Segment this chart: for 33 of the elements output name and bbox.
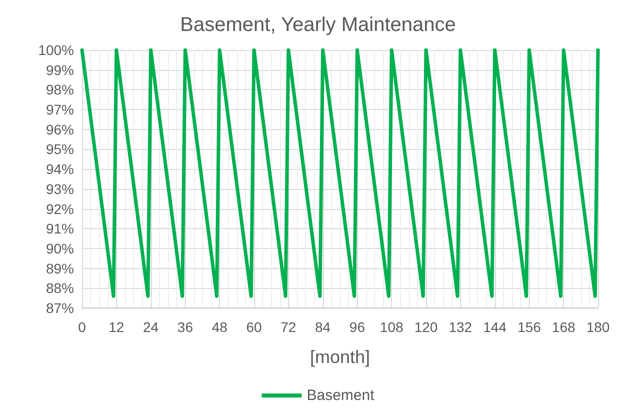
x-tick-label: 72 [280,319,296,335]
y-tick-label: 95% [46,141,74,158]
x-tick-label: 108 [380,319,404,335]
x-tick-label: 180 [586,319,610,335]
y-tick-label: 93% [46,180,74,197]
x-tick-label: 168 [552,319,576,335]
y-tick-label: 96% [46,121,74,138]
x-tick-label: 84 [315,319,331,335]
x-axis-title: [month] [310,347,370,367]
legend-label: Basement [306,387,376,404]
y-tick-label: 100% [38,42,74,58]
y-tick-label: 98% [46,82,74,98]
x-tick-label: 144 [483,319,507,335]
x-tick-label: 36 [177,319,194,335]
x-tick-label: 24 [143,319,159,335]
x-tick-label: 96 [349,319,366,335]
x-tick-label: 132 [448,319,472,335]
y-tick-label: 91% [46,220,74,237]
y-tick-label: 90% [46,240,74,256]
y-tick-label: 87% [46,300,74,316]
x-tick-label: 0 [78,319,86,335]
x-tick-label: 60 [246,319,262,335]
y-tick-label: 92% [46,200,74,217]
y-tick-label: 94% [46,161,74,178]
y-tick-label: 89% [46,260,74,276]
x-tick-label: 120 [414,319,438,335]
y-tick-label: 99% [46,62,74,78]
y-tick-label: 88% [46,280,74,296]
chart-title: Basement, Yearly Maintenance [180,14,456,36]
x-tick-label: 12 [108,319,124,335]
y-tick-label: 97% [46,102,74,118]
x-tick-label: 48 [212,319,228,335]
x-tick-label: 156 [518,319,542,335]
